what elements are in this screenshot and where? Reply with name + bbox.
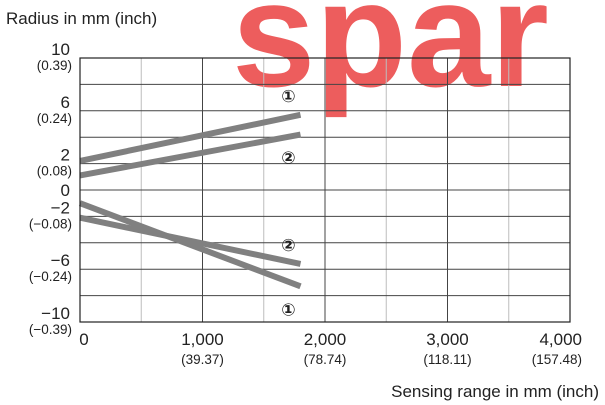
x-tick-sublabel: (78.74) [304,352,347,367]
series-line [79,131,302,179]
grid-lines [80,58,570,322]
x-tick-label: 2,000 [304,330,347,349]
y-tick-label: 10 [51,40,70,59]
series-marker-label: ② [281,236,295,256]
x-tick-label: 4,000 [539,330,582,349]
y-tick-label: 2 [61,146,70,165]
x-tick-sublabel: (39.37) [181,352,224,367]
x-tick-label: 0 [79,330,88,349]
x-tick-label: 1,000 [181,330,224,349]
y-tick-sublabel: (0.24) [37,111,72,126]
y-tick-label: −10 [41,304,70,323]
x-axis-ticks: 0 1,000 (39.37) 2,000 (78.74) 3,000 (118.11) 4,… [79,330,582,367]
watermark-text: spar [232,0,549,118]
y-tick-label: −6 [51,251,70,270]
y-tick-sublabel: (0.39) [37,58,72,73]
y-tick-label: −2 [51,198,70,217]
series-markers: ① ② ② ① [281,87,295,321]
y-tick-label: 0 [61,181,70,200]
series-marker-label: ① [281,87,295,107]
plot-frame [79,57,571,323]
series-marker-label: ② [281,149,295,169]
y-tick-sublabel: (−0.24) [29,269,72,284]
series-line [79,111,302,164]
y-axis-title: Radius in mm (inch) [6,9,157,28]
y-tick-label: 6 [61,93,70,112]
series-lines [78,111,302,290]
x-tick-label: 3,000 [426,330,469,349]
series-line [79,214,302,267]
series-line [78,200,302,290]
y-axis-ticks: 10(0.39) 6(0.24) 2(0.08) 0−2(−0.08) −6(−0.24… [29,40,72,337]
x-tick-sublabel: (118.11) [423,352,471,367]
y-tick-sublabel: (−0.39) [29,322,72,337]
y-tick-sublabel: (0.08) [37,164,72,179]
x-tick-sublabel: (157.48) [532,352,582,367]
series-marker-label: ① [281,300,295,320]
y-tick-sublabel: (−0.08) [29,216,72,231]
x-axis-title: Sensing range in mm (inch) [391,382,599,401]
